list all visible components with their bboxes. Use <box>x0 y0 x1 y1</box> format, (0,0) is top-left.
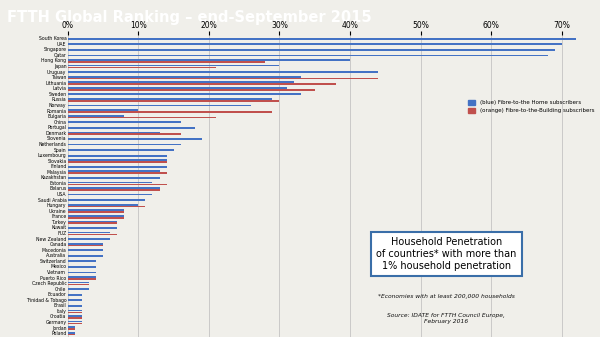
Bar <box>68 104 251 106</box>
Bar <box>68 206 145 208</box>
Bar <box>68 87 287 89</box>
Bar <box>68 184 167 185</box>
Bar <box>68 332 75 334</box>
Legend: (blue) Fibre-to-the Home subscribers, (orange) Fibre-to-the-Building subscribers: (blue) Fibre-to-the Home subscribers, (o… <box>467 100 594 113</box>
Bar <box>68 261 96 262</box>
Bar <box>68 311 82 313</box>
Bar <box>68 243 103 245</box>
Bar <box>68 276 96 278</box>
Bar <box>68 334 75 335</box>
Bar <box>68 217 124 219</box>
Bar <box>68 117 216 118</box>
Bar <box>68 82 293 83</box>
Bar <box>68 149 173 151</box>
Bar <box>68 98 272 100</box>
Bar <box>68 187 160 189</box>
Bar <box>68 294 82 296</box>
Bar <box>68 61 265 63</box>
Bar <box>68 177 160 179</box>
Bar <box>68 199 145 201</box>
Bar <box>68 89 315 91</box>
Bar <box>68 109 139 111</box>
Bar <box>68 55 548 56</box>
Bar <box>68 317 82 319</box>
Bar <box>68 326 75 328</box>
Bar <box>68 171 160 172</box>
Bar <box>68 133 181 135</box>
Bar <box>68 83 336 85</box>
Bar <box>68 299 82 301</box>
Bar <box>68 282 89 283</box>
Bar <box>68 76 301 78</box>
Bar <box>68 189 160 191</box>
Bar <box>68 222 117 224</box>
Bar <box>68 131 160 133</box>
Bar <box>68 215 124 217</box>
Bar <box>68 93 301 95</box>
Bar <box>68 121 181 123</box>
Bar <box>68 234 117 235</box>
Bar <box>68 194 152 195</box>
Bar <box>68 321 82 323</box>
Bar <box>68 67 216 68</box>
Bar <box>68 284 89 285</box>
Bar <box>68 255 103 257</box>
Bar <box>68 232 110 234</box>
Bar <box>68 204 139 206</box>
Text: FTTH Global Ranking – end-September 2015: FTTH Global Ranking – end-September 2015 <box>7 10 372 25</box>
Text: Household Penetration
of countries* with more than
1% household penetration: Household Penetration of countries* with… <box>376 238 517 271</box>
Bar <box>68 221 117 222</box>
Bar <box>68 78 378 80</box>
Bar <box>68 111 272 113</box>
Bar <box>68 227 117 229</box>
Bar <box>68 138 202 140</box>
Bar <box>68 155 167 156</box>
Bar <box>68 278 96 280</box>
Bar <box>68 328 75 330</box>
Bar <box>68 245 103 246</box>
Bar <box>68 210 124 211</box>
Bar <box>68 159 167 161</box>
Bar <box>68 115 124 117</box>
Bar <box>68 238 110 240</box>
Bar <box>68 166 167 167</box>
Text: Source: IDATE for FTTH Council Europe,
February 2016: Source: IDATE for FTTH Council Europe, F… <box>387 313 505 324</box>
Bar <box>68 323 82 324</box>
Bar <box>68 161 167 163</box>
Bar <box>68 288 89 290</box>
Bar <box>68 272 96 273</box>
Bar <box>68 173 167 174</box>
Bar <box>68 49 554 51</box>
Text: *Economies with at least 200,000 households: *Economies with at least 200,000 househo… <box>378 294 515 299</box>
Bar <box>68 59 350 61</box>
Bar <box>68 71 378 73</box>
Bar <box>68 310 82 311</box>
Bar <box>68 315 82 317</box>
Bar <box>68 65 280 66</box>
Bar <box>68 38 576 40</box>
Bar <box>68 211 124 213</box>
Bar <box>68 127 195 129</box>
Bar <box>68 249 103 251</box>
Bar <box>68 43 562 45</box>
Bar <box>68 266 96 268</box>
Bar <box>68 100 280 102</box>
Bar <box>68 305 82 307</box>
Bar <box>68 182 152 183</box>
Bar <box>68 144 181 145</box>
